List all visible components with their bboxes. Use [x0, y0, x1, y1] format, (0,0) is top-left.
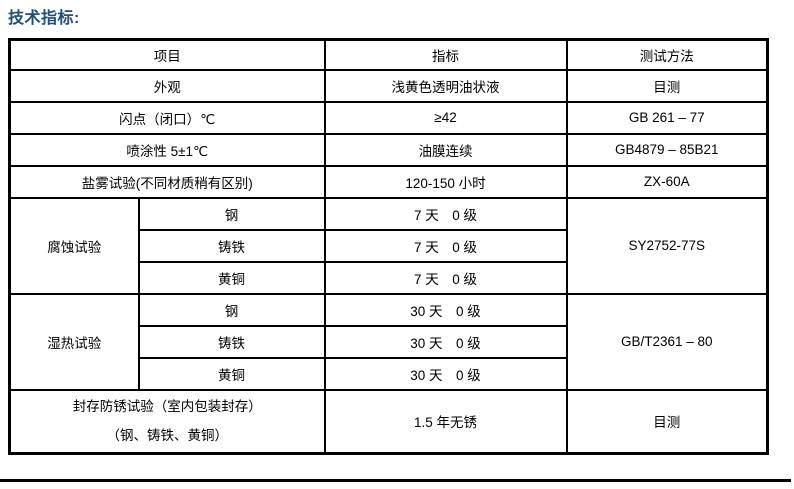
cell-method: ZX-60A — [565, 164, 769, 199]
table-row-corrosion-cast-iron: 铸铁 7 天 0 级 — [10, 228, 768, 263]
cell-spec: ≥42 — [323, 100, 568, 135]
cell-material: 铸铁 — [137, 228, 326, 263]
header-method: 测试方法 — [565, 38, 769, 71]
cell-method-damp-heat: GB/T2361 – 80 — [565, 292, 769, 391]
header-spec: 指标 — [323, 38, 568, 71]
cell-material: 黄铜 — [137, 260, 326, 295]
cell-item: 喷涂性 5±1℃ — [8, 132, 326, 167]
cell-spec: 30 天 0 级 — [323, 356, 568, 391]
cell-item-sealed-line2: （钢、铸铁、黄铜） — [106, 428, 229, 444]
cell-method: GB4879 – 85B21 — [565, 132, 769, 167]
cell-item: 外观 — [8, 68, 326, 103]
table-row-damp-heat-brass: 黄铜 30 天 0 级 — [10, 356, 768, 391]
table-row-corrosion-brass: 黄铜 7 天 0 级 — [10, 260, 768, 295]
cell-spec: 30 天 0 级 — [323, 292, 568, 327]
cell-method: GB 261 – 77 — [565, 100, 769, 135]
table-row-salt-spray: 盐雾试验(不同材质稍有区别) 120-150 小时 ZX-60A — [8, 164, 769, 199]
cell-material: 钢 — [137, 196, 326, 231]
cell-item: 盐雾试验(不同材质稍有区别) — [8, 164, 326, 199]
table-header-row: 项目 指标 测试方法 — [8, 38, 769, 71]
cell-group-corrosion: 腐蚀试验 — [8, 196, 140, 295]
page-bottom-gap — [0, 482, 794, 489]
cell-item: 闪点（闭口）℃ — [8, 100, 326, 135]
table-row-corrosion-steel: 腐蚀试验 钢 7 天 0 级 SY2752-77S — [8, 196, 769, 295]
cell-material: 黄铜 — [137, 356, 326, 391]
cell-material: 钢 — [137, 292, 326, 327]
cell-method: 目测 — [565, 68, 769, 103]
cell-item-sealed-line1: 封存防锈试验（室内包装封存） — [72, 399, 262, 415]
cell-method: 目测 — [565, 388, 769, 455]
cell-spec: 30 天 0 级 — [323, 324, 568, 359]
cell-spec: 油膜连续 — [323, 132, 568, 167]
table-row-sealed-rust-prevention: 封存防锈试验（室内包装封存） （钢、铸铁、黄铜） 1.5 年无锈 目测 — [8, 388, 769, 455]
table-row-damp-heat-steel: 湿热试验 钢 30 天 0 级 GB/T2361 – 80 — [8, 292, 769, 391]
cell-material: 铸铁 — [137, 324, 326, 359]
header-item: 项目 — [8, 38, 326, 71]
next-table-top-border — [0, 479, 791, 482]
table-row-appearance: 外观 浅黄色透明油状液 目测 — [8, 68, 769, 103]
cell-item-sealed: 封存防锈试验（室内包装封存） （钢、铸铁、黄铜） — [8, 388, 326, 455]
cell-method-corrosion: SY2752-77S — [565, 196, 769, 295]
table-row-damp-heat-cast-iron: 铸铁 30 天 0 级 — [10, 324, 768, 359]
cell-group-damp-heat: 湿热试验 — [8, 292, 140, 391]
cell-spec: 浅黄色透明油状液 — [323, 68, 568, 103]
table-row-flash-point: 闪点（闭口）℃ ≥42 GB 261 – 77 — [8, 100, 769, 135]
technical-spec-table: 项目 指标 测试方法 外观 浅黄色透明油状液 目测 闪点（闭口）℃ ≥42 GB… — [8, 38, 769, 455]
cell-spec: 7 天 0 级 — [323, 260, 568, 295]
table-row-sprayability: 喷涂性 5±1℃ 油膜连续 GB4879 – 85B21 — [8, 132, 769, 167]
section-title: 技术指标: — [8, 10, 80, 27]
cell-spec: 7 天 0 级 — [323, 228, 568, 263]
cell-spec: 7 天 0 级 — [323, 196, 568, 231]
cell-spec: 1.5 年无锈 — [323, 388, 568, 455]
cell-spec: 120-150 小时 — [323, 164, 568, 199]
